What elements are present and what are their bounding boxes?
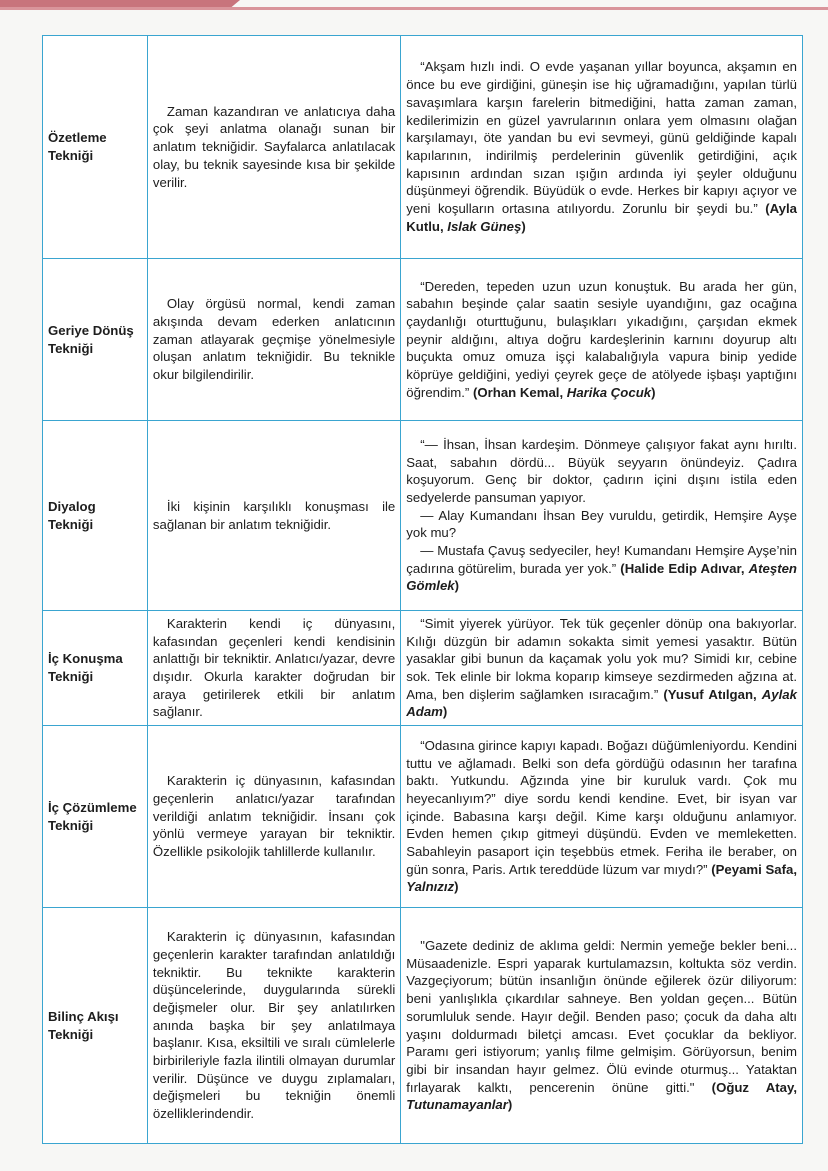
example-work-title: Islak Güneş (447, 218, 522, 234)
technique-definition: Karakterin kendi iç dünyasını, kafasında… (146, 610, 402, 726)
example-author: (Ayla Kutlu, (406, 201, 798, 234)
technique-definition: Olay örgüsü normal, kendi zaman akışında… (146, 258, 402, 421)
example-work-title: Tutunamayanlar (406, 1097, 508, 1113)
table-row: İç Konuşma Tekniği Karakterin kendi iç d… (42, 610, 803, 726)
technique-example: “Odasına girince kapıyı kapadı. Boğazı d… (400, 725, 803, 908)
example-close: ) (651, 384, 656, 400)
technique-name: İç Çözümleme Tekniği (42, 725, 148, 908)
technique-name: Geriye Dönüş Tekniği (42, 258, 148, 421)
example-author: (Yusuf Atılgan, (663, 686, 762, 702)
example-paragraph: — Alay Kumandanı İhsan Bey vuruldu, geti… (406, 507, 797, 542)
example-author: (Oğuz Atay, (711, 1079, 797, 1095)
example-close: ) (507, 1097, 513, 1113)
example-text: “Odasına girince kapıyı kapadı. Boğazı d… (406, 737, 797, 877)
example-author: (Peyami Safa, (711, 861, 797, 877)
example-close: ) (521, 218, 526, 234)
example-work-title: Yalnızız (406, 879, 455, 895)
example-author: (Halide Edip Adıvar, (620, 560, 749, 576)
example-text: “Akşam hızlı indi. O evde yaşanan yıllar… (406, 59, 797, 217)
example-paragraph: — Mustafa Çavuş sedyeciler, hey! Kumanda… (406, 542, 797, 595)
technique-example: “Simit yiyerek yürüyor. Tek tük geçenler… (400, 610, 803, 726)
example-text: "Gazete dediniz de aklıma geldi: Nermin … (406, 937, 797, 1095)
technique-name: Özetleme Tekniği (42, 35, 148, 259)
example-author: (Orhan Kemal, (472, 384, 567, 400)
example-paragraph: “— İhsan, İhsan kardeşim. Dönmeye çalışı… (406, 436, 797, 507)
example-close: ) (442, 704, 448, 720)
technique-name: Bilinç Akışı Tekniği (42, 907, 148, 1144)
example-text: “Dereden, tepeden uzun uzun konuştuk. Bu… (406, 278, 797, 400)
technique-name: İç Konuşma Tekniği (42, 610, 148, 726)
table-row: Bilinç Akışı Tekniği Karakterin iç dünya… (42, 907, 803, 1144)
technique-definition: İki kişinin karşılıklı konuşması ile sağ… (146, 420, 402, 611)
chapter-tab (0, 0, 240, 8)
example-text: “Simit yiyerek yürüyor. Tek tük geçenler… (406, 615, 797, 702)
header-rule (0, 7, 828, 10)
example-text: “— İhsan, İhsan kardeşim. Dönmeye çalışı… (406, 436, 797, 505)
example-text: — Mustafa Çavuş sedyeciler, hey! Kumanda… (406, 543, 797, 576)
example-paragraph: “Simit yiyerek yürüyor. Tek tük geçenler… (406, 615, 797, 721)
example-work-title: Ateşten Gömlek (406, 560, 797, 594)
technique-example: “Akşam hızlı indi. O evde yaşanan yıllar… (400, 35, 803, 259)
technique-example: "Gazete dediniz de aklıma geldi: Nermin … (400, 907, 803, 1144)
example-work-title: Harika Çocuk (566, 384, 652, 400)
example-paragraph: "Gazete dediniz de aklıma geldi: Nermin … (406, 937, 797, 1114)
table-row: Diyalog Tekniği İki kişinin karşılıklı k… (42, 420, 803, 611)
example-close: ) (454, 578, 460, 594)
technique-example: “Dereden, tepeden uzun uzun konuştuk. Bu… (400, 258, 803, 421)
example-work-title: Aylak Adam (406, 686, 797, 720)
table-row: Özetleme Tekniği Zaman kazandıran ve anl… (42, 35, 803, 259)
table-row: Geriye Dönüş Tekniği Olay örgüsü normal,… (42, 258, 803, 421)
technique-definition: Karakterin iç dünyasının, kafasından geç… (146, 725, 402, 908)
example-close: ) (454, 879, 459, 895)
technique-example: “— İhsan, İhsan kardeşim. Dönmeye çalışı… (400, 420, 803, 611)
technique-name: Diyalog Tekniği (42, 420, 148, 611)
technique-definition: Karakterin iç dünyasının, kafasından geç… (146, 907, 402, 1144)
page-header-band (0, 0, 828, 10)
example-paragraph: “Odasına girince kapıyı kapadı. Boğazı d… (406, 737, 797, 896)
narrative-techniques-table: Özetleme Tekniği Zaman kazandıran ve anl… (42, 35, 803, 1144)
technique-definition: Zaman kazandıran ve anlatıcıya daha çok … (146, 35, 402, 259)
example-paragraph: “Dereden, tepeden uzun uzun konuştuk. Bu… (406, 278, 797, 402)
example-text: — Alay Kumandanı İhsan Bey vuruldu, geti… (406, 507, 797, 541)
example-paragraph: “Akşam hızlı indi. O evde yaşanan yıllar… (406, 58, 797, 235)
table-row: İç Çözümleme Tekniği Karakterin iç dünya… (42, 725, 803, 908)
